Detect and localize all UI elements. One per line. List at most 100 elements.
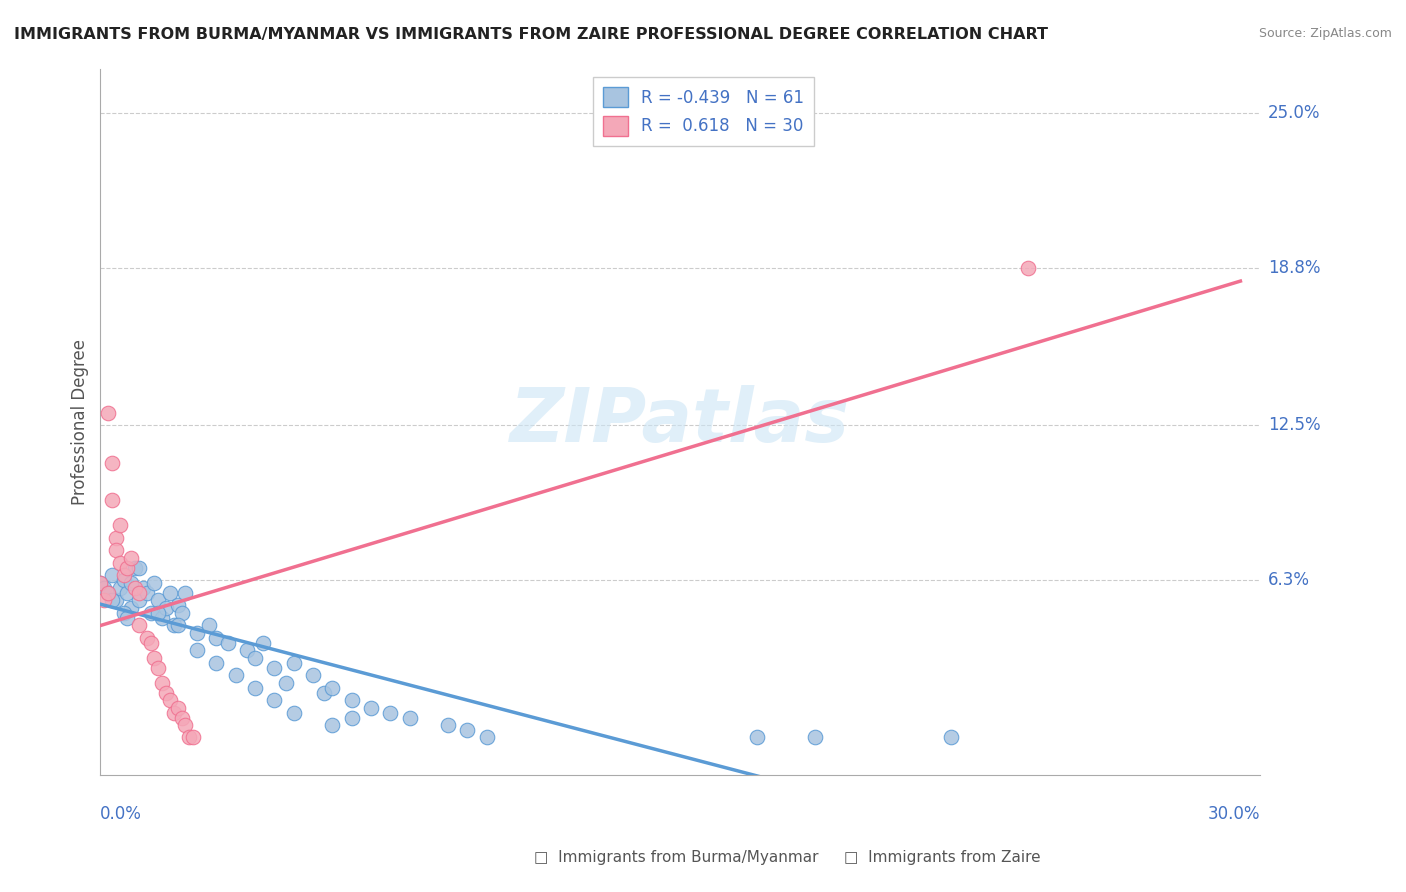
Point	[135, 631, 157, 645]
Point	[747, 731, 769, 745]
Point	[166, 618, 188, 632]
Point	[148, 606, 170, 620]
Point	[150, 675, 173, 690]
Point	[124, 560, 146, 574]
Point	[97, 585, 120, 599]
Text: IMMIGRANTS FROM BURMA/MYANMAR VS IMMIGRANTS FROM ZAIRE PROFESSIONAL DEGREE CORRE: IMMIGRANTS FROM BURMA/MYANMAR VS IMMIGRA…	[14, 27, 1047, 42]
Text: ZIPatlas: ZIPatlas	[510, 385, 851, 458]
Text: □  Immigrants from Burma/Myanmar: □ Immigrants from Burma/Myanmar	[534, 850, 818, 865]
Point	[263, 693, 285, 707]
Text: 12.5%: 12.5%	[1268, 417, 1320, 434]
Point	[128, 560, 150, 574]
Point	[321, 718, 343, 732]
Point	[139, 635, 162, 649]
Point	[456, 723, 478, 737]
Point	[243, 650, 266, 665]
Point	[108, 556, 131, 570]
Point	[101, 493, 124, 508]
Point	[170, 606, 193, 620]
Point	[437, 718, 460, 732]
Point	[274, 675, 297, 690]
Point	[104, 593, 127, 607]
Point	[139, 606, 162, 620]
Point	[170, 710, 193, 724]
Text: □  Immigrants from Zaire: □ Immigrants from Zaire	[844, 850, 1040, 865]
Point	[314, 685, 336, 699]
Point	[159, 693, 181, 707]
Point	[205, 631, 228, 645]
Point	[124, 581, 146, 595]
Y-axis label: Professional Degree: Professional Degree	[72, 339, 89, 505]
Point	[143, 575, 166, 590]
Point	[89, 575, 111, 590]
Text: 0.0%: 0.0%	[100, 805, 142, 823]
Point	[475, 731, 498, 745]
Point	[380, 706, 402, 720]
Point	[104, 531, 127, 545]
Point	[101, 456, 124, 470]
Point	[321, 681, 343, 695]
Point	[117, 560, 139, 574]
Point	[93, 581, 115, 595]
Point	[112, 606, 135, 620]
Point	[252, 635, 274, 649]
Point	[120, 550, 142, 565]
Point	[97, 406, 120, 420]
Point	[398, 710, 420, 724]
Point	[225, 668, 247, 682]
Point	[340, 710, 363, 724]
Point	[166, 700, 188, 714]
Point	[117, 585, 139, 599]
Text: 30.0%: 30.0%	[1208, 805, 1260, 823]
Point	[340, 693, 363, 707]
Point	[104, 543, 127, 558]
Point	[112, 573, 135, 587]
Text: 18.8%: 18.8%	[1268, 260, 1320, 277]
Point	[89, 575, 111, 590]
Point	[112, 568, 135, 582]
Point	[283, 656, 305, 670]
Text: 6.3%: 6.3%	[1268, 571, 1310, 590]
Point	[236, 643, 259, 657]
Point	[128, 618, 150, 632]
Point	[804, 731, 827, 745]
Point	[120, 575, 142, 590]
Point	[117, 610, 139, 624]
Point	[939, 731, 962, 745]
Point	[205, 656, 228, 670]
Point	[148, 660, 170, 674]
Point	[148, 593, 170, 607]
Point	[186, 625, 208, 640]
Point	[97, 585, 120, 599]
Point	[93, 593, 115, 607]
Point	[128, 593, 150, 607]
Point	[174, 718, 197, 732]
Legend: R = -0.439   N = 61, R =  0.618   N = 30: R = -0.439 N = 61, R = 0.618 N = 30	[592, 77, 814, 146]
Point	[179, 731, 201, 745]
Point	[181, 731, 204, 745]
Point	[101, 593, 124, 607]
Point	[150, 610, 173, 624]
Point	[166, 598, 188, 612]
Point	[263, 660, 285, 674]
Point	[108, 518, 131, 533]
Point	[186, 643, 208, 657]
Text: Source: ZipAtlas.com: Source: ZipAtlas.com	[1258, 27, 1392, 40]
Point	[135, 585, 157, 599]
Point	[243, 681, 266, 695]
Point	[120, 600, 142, 615]
Text: 25.0%: 25.0%	[1268, 104, 1320, 122]
Point	[101, 568, 124, 582]
Point	[174, 585, 197, 599]
Point	[217, 635, 239, 649]
Point	[132, 581, 155, 595]
Point	[155, 685, 177, 699]
Point	[155, 600, 177, 615]
Point	[197, 618, 219, 632]
Point	[163, 706, 186, 720]
Point	[1017, 261, 1039, 276]
Point	[302, 668, 325, 682]
Point	[163, 618, 186, 632]
Point	[283, 706, 305, 720]
Point	[143, 650, 166, 665]
